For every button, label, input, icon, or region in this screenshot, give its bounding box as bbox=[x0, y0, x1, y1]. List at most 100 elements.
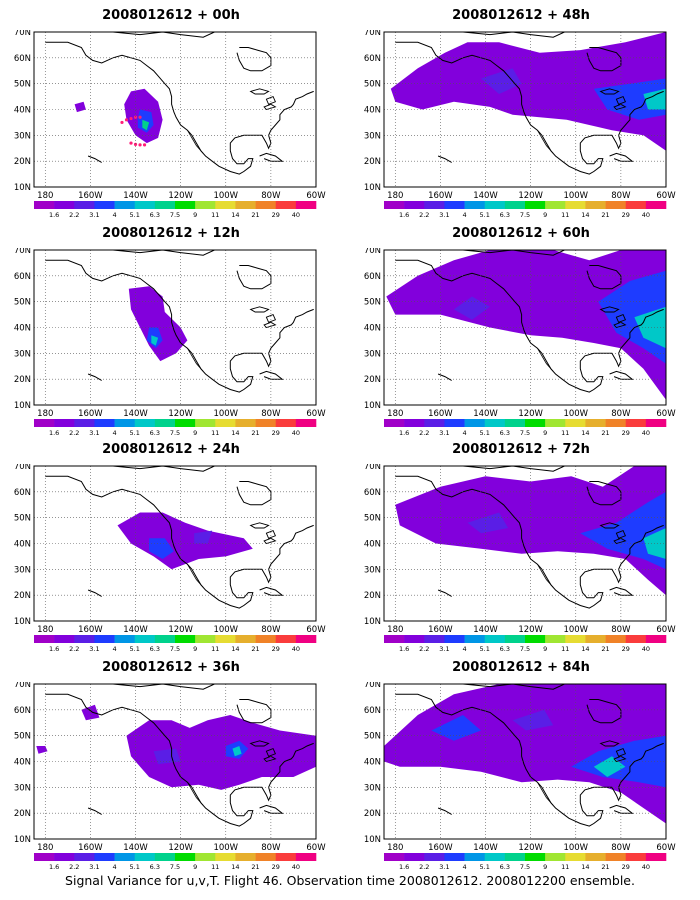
colorbar-label: 6.3 bbox=[150, 645, 160, 653]
colorbar-swatch bbox=[215, 419, 236, 427]
colorbar-label: 21 bbox=[601, 211, 609, 219]
colorbar-swatch bbox=[94, 853, 115, 861]
colorbar-label: 9 bbox=[543, 863, 547, 871]
colorbar-swatch bbox=[464, 419, 486, 427]
coastline bbox=[90, 32, 215, 38]
lake-outline bbox=[265, 748, 277, 757]
coastline bbox=[437, 807, 452, 815]
observation-point bbox=[133, 115, 138, 119]
coastline bbox=[609, 586, 634, 596]
coastline bbox=[395, 475, 664, 609]
coastline bbox=[45, 475, 314, 609]
colorbar-label: 5.1 bbox=[130, 645, 140, 653]
lon-label: 100W bbox=[563, 843, 588, 853]
colorbar-label: 9 bbox=[193, 645, 197, 653]
colorbar-label: 9 bbox=[193, 863, 197, 871]
lake-outline bbox=[613, 321, 627, 329]
variance-shading bbox=[142, 119, 150, 131]
lon-label: 100W bbox=[213, 409, 238, 419]
coastline bbox=[440, 32, 565, 38]
lat-label: 20N bbox=[364, 157, 381, 167]
lat-label: 60N bbox=[14, 272, 31, 282]
lat-label: 40N bbox=[14, 758, 31, 768]
colorbar-label: 1.6 bbox=[399, 429, 409, 437]
colorbar-label: 6.3 bbox=[500, 645, 510, 653]
colorbar-swatch bbox=[424, 201, 445, 209]
lon-label: 140W bbox=[123, 191, 148, 201]
colorbar-label: 29 bbox=[272, 429, 280, 437]
colorbar-label: 21 bbox=[251, 645, 259, 653]
lake-outline bbox=[249, 740, 270, 747]
lon-label: 140W bbox=[123, 625, 148, 635]
lat-label: 10N bbox=[14, 835, 31, 845]
colorbar-swatch bbox=[605, 201, 627, 209]
coastline bbox=[87, 589, 102, 597]
colorbar-swatch bbox=[255, 853, 277, 861]
lat-label: 50N bbox=[14, 514, 31, 524]
colorbar-swatch bbox=[134, 419, 156, 427]
lon-label: 160W bbox=[78, 409, 103, 419]
map-panel-12h: 2008012612 + 12h 70N 60N 50N 40N 30N 20N 10N 18… bbox=[0, 226, 340, 444]
colorbar-swatch bbox=[384, 419, 405, 427]
map-panel-72h: 2008012612 + 72h 70N 60N 50N 40N 30N 20N 10N 18… bbox=[350, 442, 690, 660]
lat-label: 70N bbox=[14, 248, 31, 256]
forecast-map: 70N 60N 50N 40N 30N 20N 10N 180 160W 140W 120W 100W… bbox=[14, 248, 326, 437]
colorbar-swatch bbox=[645, 635, 667, 643]
lat-label: 20N bbox=[14, 591, 31, 601]
lon-label: 140W bbox=[123, 843, 148, 853]
map-content bbox=[45, 32, 314, 175]
colorbar-label: 21 bbox=[601, 429, 609, 437]
variance-shading bbox=[512, 709, 554, 731]
colorbar-label: 6.3 bbox=[500, 211, 510, 219]
lat-label: 20N bbox=[364, 375, 381, 385]
coastline bbox=[259, 586, 284, 596]
lat-label: 70N bbox=[14, 682, 31, 690]
variance-shading bbox=[390, 32, 666, 151]
lon-label: 140W bbox=[123, 409, 148, 419]
colorbar-swatch bbox=[525, 201, 546, 209]
lon-label: 160W bbox=[428, 191, 453, 201]
lon-label: 180 bbox=[387, 191, 403, 201]
lat-label: 70N bbox=[364, 464, 381, 472]
panel-title: 2008012612 + 24h bbox=[102, 442, 240, 457]
coastline bbox=[187, 563, 204, 588]
variance-shading bbox=[128, 286, 188, 362]
lat-label: 70N bbox=[14, 464, 31, 472]
colorbar-swatch bbox=[134, 853, 156, 861]
lake-outline bbox=[263, 103, 277, 111]
lon-label: 120W bbox=[518, 409, 543, 419]
lon-label: 80W bbox=[261, 625, 281, 635]
lon-label: 100W bbox=[563, 625, 588, 635]
lon-label: 100W bbox=[213, 191, 238, 201]
forecast-map: 70N 60N 50N 40N 30N 20N 10N 180 160W 140W 120W 100W… bbox=[364, 464, 676, 653]
colorbar-swatch bbox=[54, 853, 75, 861]
colorbar-swatch bbox=[154, 419, 176, 427]
map-frame bbox=[383, 465, 667, 622]
colorbar-swatch bbox=[275, 419, 297, 427]
lake-outline bbox=[249, 522, 270, 529]
colorbar-label: 21 bbox=[601, 645, 609, 653]
colorbar-label: 4 bbox=[463, 211, 467, 219]
lon-label: 160W bbox=[428, 625, 453, 635]
colorbar-swatch bbox=[484, 853, 506, 861]
colorbar-label: 9 bbox=[543, 645, 547, 653]
colorbar-swatch bbox=[154, 635, 176, 643]
colorbar-swatch bbox=[504, 635, 526, 643]
colorbar-label: 2.2 bbox=[419, 645, 429, 653]
colorbar-swatch bbox=[275, 635, 297, 643]
observation-point bbox=[120, 120, 124, 125]
colorbar-label: 29 bbox=[622, 211, 630, 219]
lat-label: 20N bbox=[14, 809, 31, 819]
colorbar-label: 29 bbox=[272, 863, 280, 871]
colorbar-label: 2.2 bbox=[419, 863, 429, 871]
colorbar-swatch bbox=[545, 635, 566, 643]
colorbar-label: 3.1 bbox=[439, 863, 449, 871]
lake-outline bbox=[615, 748, 627, 757]
lon-label: 100W bbox=[563, 409, 588, 419]
lon-label: 180 bbox=[37, 843, 53, 853]
lon-label: 120W bbox=[168, 625, 193, 635]
colorbar-label: 5.1 bbox=[480, 211, 490, 219]
map-frame bbox=[33, 249, 317, 406]
lon-label: 120W bbox=[168, 409, 193, 419]
lat-label: 50N bbox=[364, 732, 381, 742]
